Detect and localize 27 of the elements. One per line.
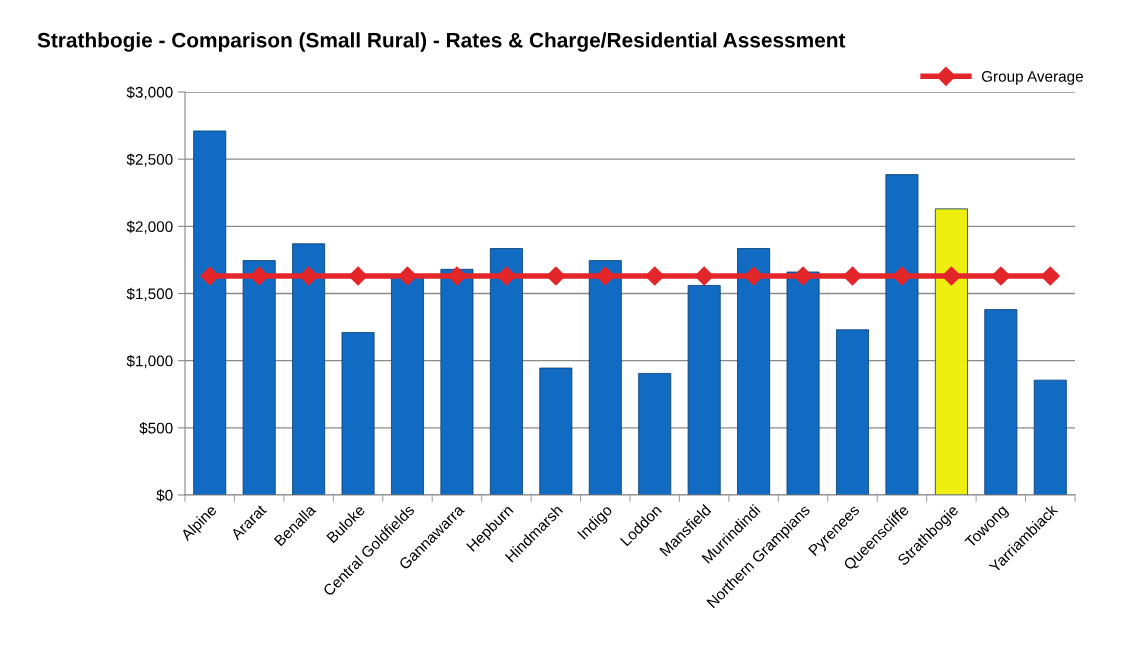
- y-tick-label: $2,000: [126, 220, 173, 234]
- bar: [638, 373, 672, 495]
- y-tick-label: $1,500: [126, 287, 173, 301]
- legend-label: Group Average: [981, 71, 1083, 85]
- bar: [1033, 379, 1067, 495]
- y-tick-label: $2,500: [126, 153, 173, 167]
- bar: [934, 208, 968, 495]
- y-tick-label: $500: [139, 422, 173, 435]
- bar: [292, 243, 326, 495]
- chart-title: Strathbogie - Comparison (Small Rural) - Rates & Charge/Residential Assessment: [37, 32, 846, 52]
- y-tick-label: $0: [156, 489, 173, 502]
- y-tick-label: $1,000: [126, 354, 173, 369]
- bar: [737, 248, 771, 495]
- bar: [885, 174, 919, 495]
- bar: [836, 329, 869, 495]
- bar: [193, 130, 227, 495]
- bar: [391, 276, 424, 495]
- bar: [687, 285, 721, 495]
- bar: [341, 332, 375, 495]
- bar: [984, 309, 1018, 495]
- bar: [786, 271, 820, 495]
- y-tick-label: $3,000: [126, 86, 173, 100]
- bar: [588, 260, 622, 495]
- bar: [440, 268, 474, 495]
- bar: [489, 248, 523, 495]
- bar: [242, 260, 276, 495]
- bar: [539, 367, 573, 495]
